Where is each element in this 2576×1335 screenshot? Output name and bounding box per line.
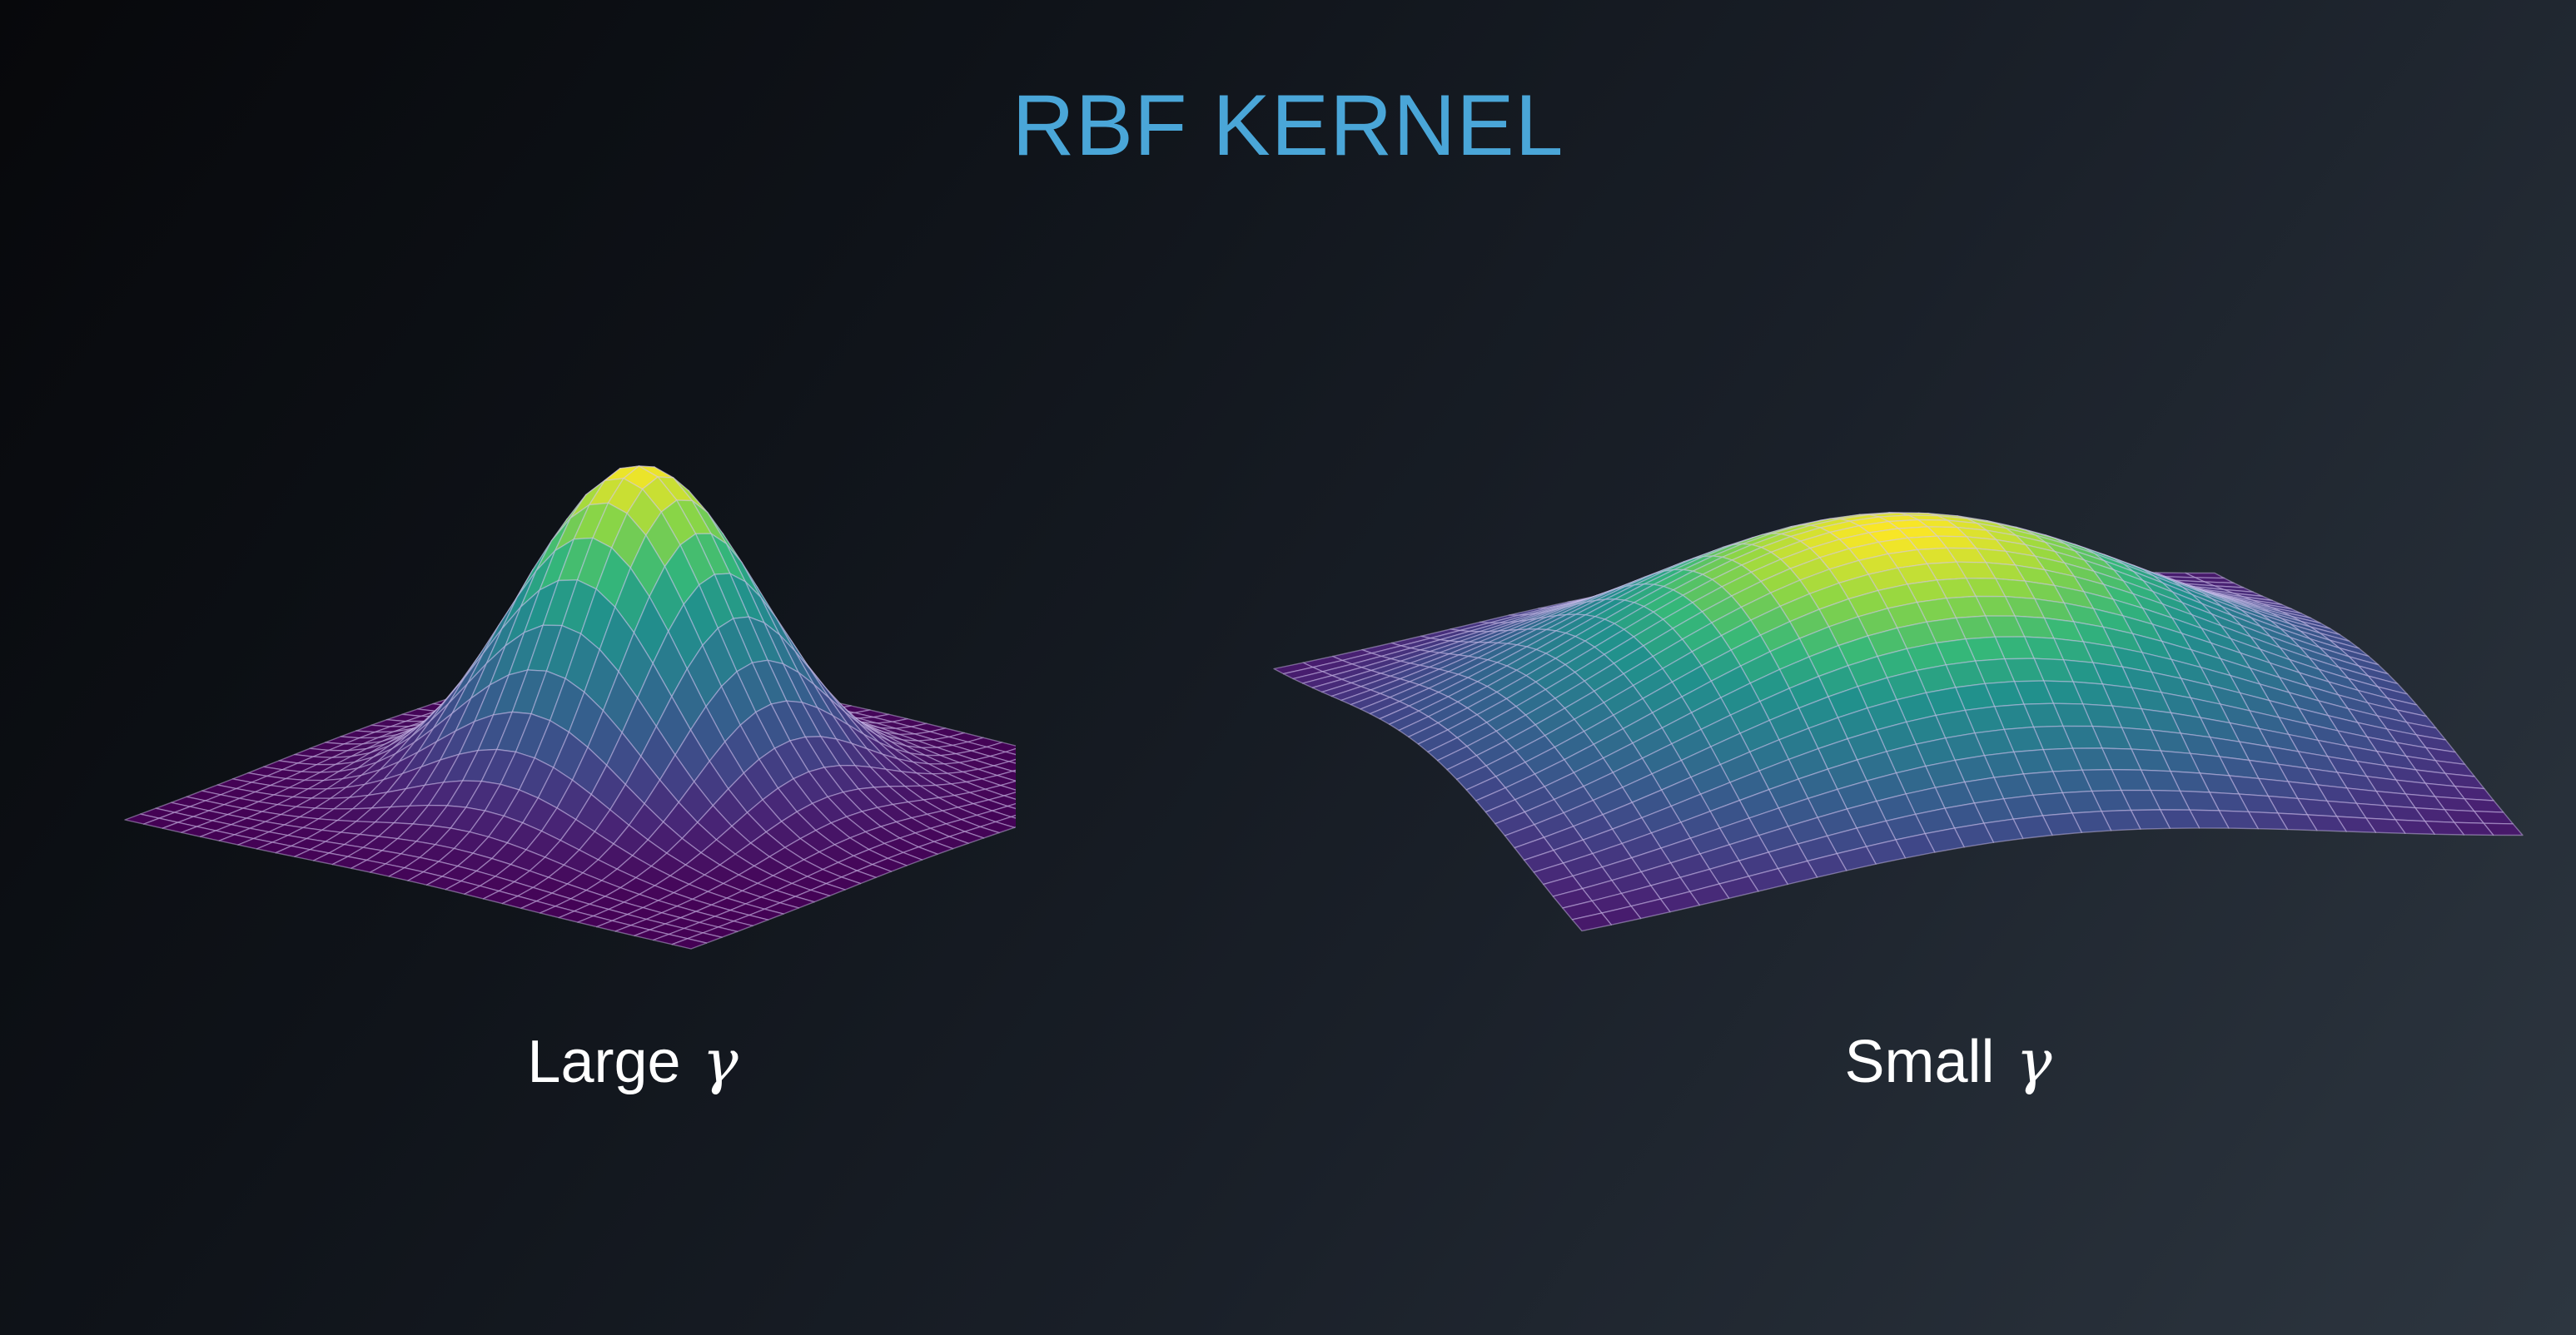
surface-facet (687, 932, 723, 944)
surface-facet (810, 883, 846, 896)
surface-facet (1012, 769, 1016, 773)
surface-facet (1924, 827, 1965, 853)
surface-facet (1007, 802, 1016, 810)
surface-facet (1865, 839, 1907, 865)
surface-facet (718, 921, 753, 932)
surface-facet (1953, 822, 1995, 848)
surface-facet (1005, 747, 1016, 756)
surface-facet (1807, 853, 1847, 878)
surface-facet (1010, 814, 1016, 819)
surface-facet (986, 742, 1016, 753)
surface-facet (872, 857, 908, 872)
surface-facet (841, 870, 877, 885)
surface-facet (996, 770, 1016, 782)
surface-facet (2071, 811, 2112, 833)
surface-facet (671, 938, 708, 950)
surface-facet (763, 902, 800, 915)
surface-facet (1008, 758, 1016, 764)
surface-facet (2041, 812, 2082, 836)
surface-facet (991, 806, 1016, 818)
gamma-symbol: γ (702, 1026, 738, 1096)
surface-facet (1630, 898, 1671, 920)
caption-large-gamma-label: Large (527, 1029, 681, 1095)
surface-facet (825, 876, 862, 891)
gamma-symbol: γ (2016, 1026, 2052, 1096)
surface-facet (748, 908, 784, 921)
surface-facet (794, 889, 831, 903)
surface-facet (856, 864, 893, 878)
slide-title: RBF KERNEL (1012, 77, 1564, 174)
surface-facet (1003, 792, 1016, 801)
surface-mesh (124, 465, 1016, 950)
surface-facet (1689, 883, 1730, 906)
surface-facet (1718, 876, 1759, 899)
caption-small-gamma-label: Small (1844, 1029, 1995, 1095)
surface-facet (1659, 891, 1700, 913)
surface-facet (992, 761, 1016, 772)
surface-facet (1836, 846, 1877, 871)
surface-facet (1571, 912, 1612, 932)
surface-mesh (1273, 512, 2524, 932)
surface-facet (1895, 833, 1936, 859)
rbf-surface-small-gamma (1273, 512, 2524, 932)
caption-small-gamma: Small γ (1698, 1020, 2198, 1104)
surface-facet (702, 926, 738, 938)
surface-facet (948, 831, 985, 844)
caption-large-gamma: Large γ (383, 1020, 883, 1104)
rbf-surface-large-gamma (124, 465, 1016, 950)
